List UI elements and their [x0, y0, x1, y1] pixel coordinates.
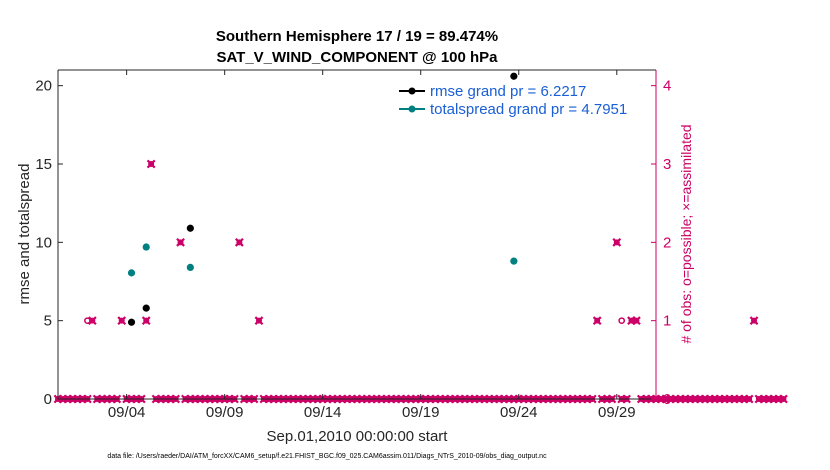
y-axis-label: rmse and totalspread	[16, 164, 33, 305]
legend-totalspread-label: totalspread grand pr = 4.7951	[430, 101, 627, 118]
totalspread-point	[127, 269, 136, 277]
totalspread-point	[142, 243, 150, 251]
assimilated-obs-marker	[632, 316, 641, 326]
chart-subtitle: SAT_V_WIND_COMPONENT @ 100 hPa	[216, 49, 498, 66]
plot-area	[58, 70, 656, 399]
legend: rmse grand pr = 6.2217 totalspread grand…	[399, 83, 627, 118]
assimilated-obs-marker	[592, 316, 602, 326]
totalspread-point	[510, 257, 518, 265]
totalspread-point	[186, 263, 194, 271]
x-tick-label: 09/19	[402, 404, 440, 421]
assimilated-obs-cross	[87, 316, 97, 326]
rmse-point	[510, 72, 518, 80]
assimilated-obs-marker	[87, 316, 97, 326]
y-tick-label: 10	[35, 234, 52, 251]
x-axis-label: Sep.01,2010 00:00:00 start	[267, 428, 449, 445]
y2-axis-label: # of obs: o=possible; ×=assimilated	[678, 124, 694, 343]
rmse-point	[186, 224, 194, 232]
legend-rmse-marker	[408, 87, 416, 95]
assimilated-obs-marker	[234, 237, 244, 247]
assimilated-obs-marker	[176, 237, 185, 247]
assimilated-obs-cross	[176, 237, 185, 247]
assimilated-obs-cross	[632, 316, 641, 326]
y2-tick-label: 3	[663, 156, 671, 173]
assimilated-obs-marker	[146, 159, 156, 169]
rmse-point	[127, 318, 136, 326]
legend-rmse-label: rmse grand pr = 6.2217	[430, 83, 586, 100]
assimilated-obs-marker	[779, 394, 788, 404]
data-series	[127, 72, 518, 326]
y2-tick-label: 1	[663, 313, 671, 330]
assimilated-obs-cross	[749, 316, 759, 326]
y-tick-label: 0	[44, 391, 52, 408]
x-tick-label: 09/29	[598, 404, 636, 421]
assimilated-obs-cross	[117, 316, 127, 326]
x-tick-label: 09/14	[304, 404, 342, 421]
assimilated-obs-cross	[779, 394, 788, 404]
y-tick-label: 5	[44, 313, 52, 330]
assimilated-obs-cross	[146, 159, 156, 169]
x-tick-label: 09/24	[500, 404, 538, 421]
x-tick-label: 09/04	[108, 404, 146, 421]
y-tick-label: 20	[35, 78, 52, 95]
possible-obs-marker	[618, 317, 626, 325]
assimilated-obs-marker	[749, 316, 759, 326]
data-file-footnote: data file: /Users/raeder/DAI/ATM_forcXX/…	[107, 453, 547, 460]
assimilated-obs-marker	[612, 237, 622, 247]
assimilated-obs-cross	[141, 316, 151, 326]
assimilated-obs-cross	[744, 394, 754, 404]
legend-totalspread-marker	[408, 105, 416, 113]
y2-tick-label: 0	[663, 391, 671, 408]
y2-tick-label: 2	[663, 234, 671, 251]
y2-tick-label: 4	[663, 78, 671, 95]
assimilated-obs-cross	[234, 237, 244, 247]
axes: 09/04 09/09 09/14 09/19 09/24 09/29 0 5 10 15 20 0 1…	[35, 69, 671, 421]
assimilated-obs-cross	[592, 316, 602, 326]
assimilated-obs-cross	[612, 237, 622, 247]
assimilated-obs-marker	[141, 316, 151, 326]
y-tick-label: 15	[35, 156, 52, 173]
assimilated-obs-marker	[117, 316, 127, 326]
assimilated-obs-marker	[744, 394, 754, 404]
plot-background	[58, 70, 656, 399]
x-tick-label: 09/09	[206, 404, 244, 421]
assimilated-obs-marker	[254, 316, 264, 326]
rmse-point	[142, 304, 150, 312]
assimilated-obs-cross	[254, 316, 264, 326]
chart-title: Southern Hemisphere 17 / 19 = 89.474%	[216, 28, 498, 45]
